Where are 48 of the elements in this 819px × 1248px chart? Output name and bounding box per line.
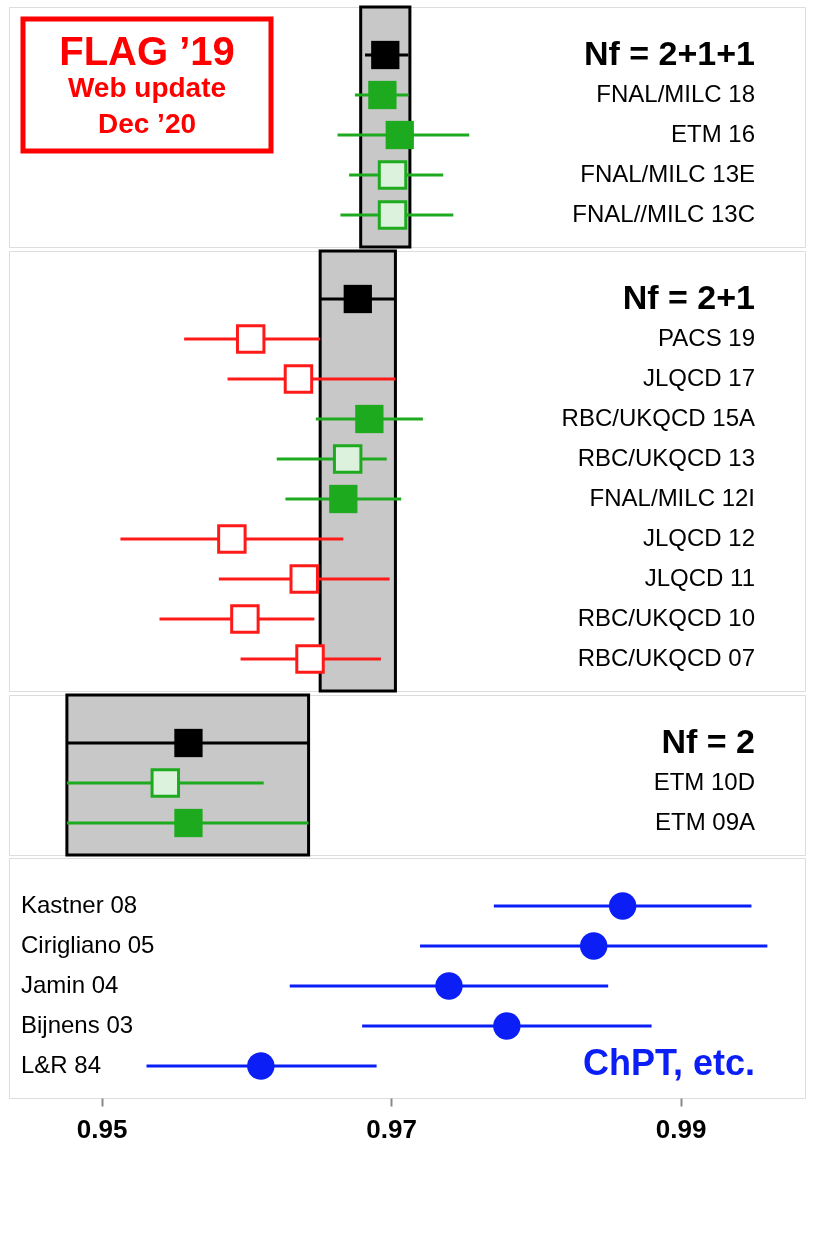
x-tick-label: 0.97 [366,1113,417,1144]
point [247,1052,275,1080]
y-tick-label: RBC/UKQCD 15A [561,404,755,431]
point [493,1012,521,1040]
y-tick-label: JLQCD 11 [644,564,755,591]
annotation: FLAG ’19 Web update Dec ’20 [59,29,235,139]
point [355,404,384,434]
y-tick-label: PACS 19 [658,324,755,351]
y-tick-label: FNAL//MILC 13C [572,200,755,227]
point [368,80,397,110]
point [377,160,408,190]
annotation: ChPT, etc. [582,1042,755,1083]
point [295,644,325,674]
point [289,564,319,594]
point [580,932,608,960]
y-tick-label: JLQCD 17 [642,364,755,391]
y-tick-label: ETM 09A [654,808,755,835]
point [235,324,266,354]
point [329,484,358,514]
y-tick-label: Kastner 08 [21,891,138,918]
point [217,524,247,554]
y-tick-label: L&R 84 [21,1051,102,1078]
point [385,120,414,150]
text: Nf = 2+1 [622,278,755,316]
point [608,892,637,920]
y-tick-label: Jamin 04 [21,971,119,998]
x-tick-label: 0.99 [655,1113,707,1144]
y-tick-label: RBC/UKQCD 13 [577,444,755,471]
point [377,200,408,230]
point [283,364,314,394]
text: Nf = 2+1+1 [583,34,755,72]
y-tick-label: FNAL/MILC 13E [580,160,755,187]
point [343,284,372,314]
y-tick-label: RBC/UKQCD 07 [577,644,755,671]
point [332,444,363,474]
x-tick-label: 0.95 [76,1113,128,1144]
point [230,604,260,634]
point [435,972,463,1000]
y-tick-label: FNAL/MILC 18 [596,80,755,107]
y-tick-label: RBC/UKQCD 10 [577,604,755,631]
text: Nf = 2 [661,722,755,760]
y-tick-label: FNAL/MILC 12I [589,484,755,511]
y-tick-label: JLQCD 12 [642,524,755,551]
y-tick-label: Cirigliano 05 [21,931,155,958]
point [371,40,400,70]
y-tick-label: Bijnens 03 [21,1011,134,1038]
y-tick-label: ETM 10D [653,768,755,795]
y-tick-label: ETM 16 [670,120,755,147]
